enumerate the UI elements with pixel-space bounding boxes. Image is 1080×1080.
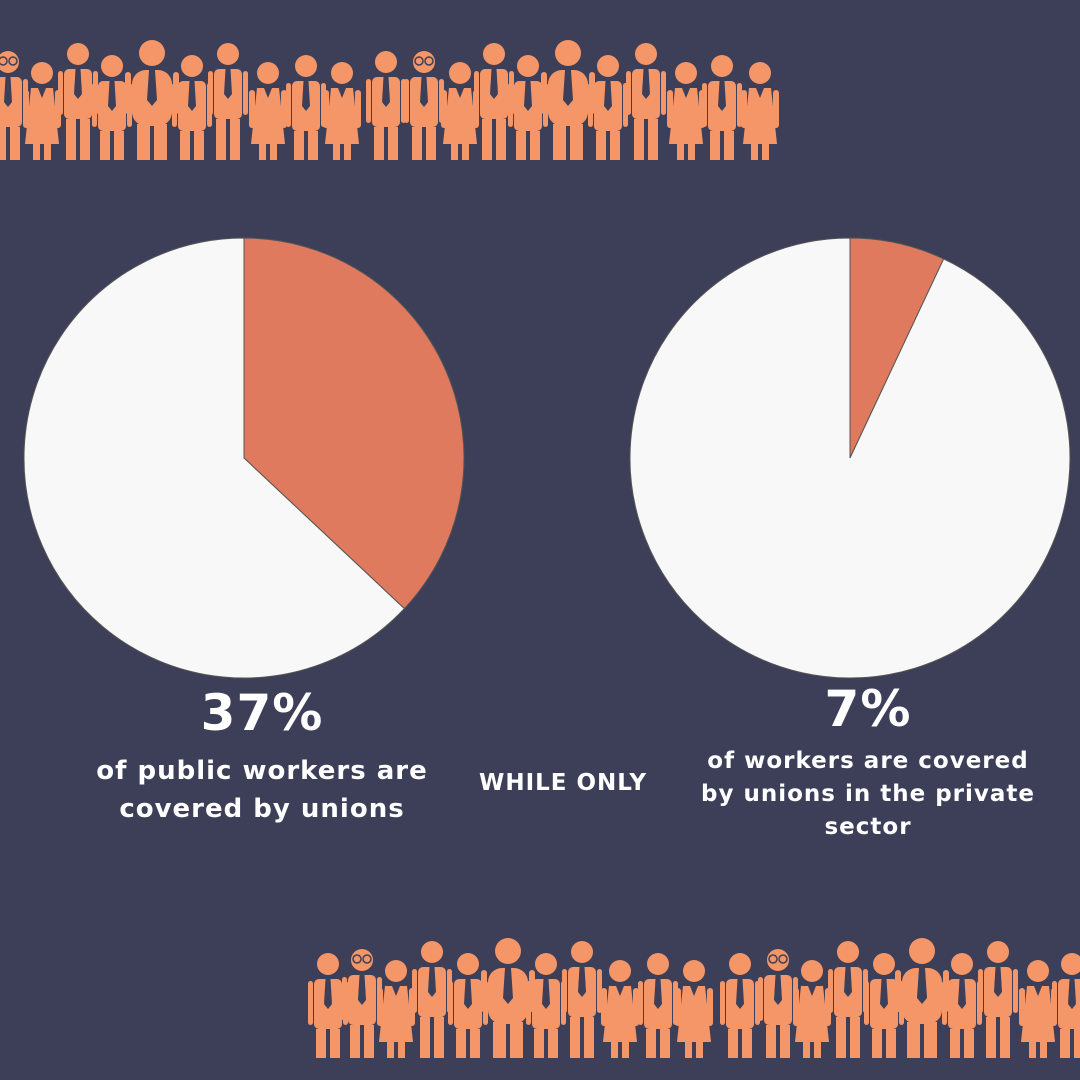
worker-figure-icon xyxy=(377,960,415,1058)
worker-figure-icon xyxy=(448,953,488,1058)
pie-0-slice-1 xyxy=(23,237,406,679)
worker-figure-icon xyxy=(323,62,361,160)
worker-figure-icon xyxy=(412,941,452,1058)
worker-figure-icon xyxy=(638,953,678,1058)
worker-figure-icon xyxy=(366,51,406,160)
worker-figure-icon xyxy=(481,938,535,1058)
worker-figure-icon xyxy=(172,55,212,160)
crowd-bottom-illustration xyxy=(308,938,1080,1058)
worker-figure-icon xyxy=(702,55,742,160)
worker-figure-icon xyxy=(1052,953,1080,1058)
private-percentage-label: 7% xyxy=(824,680,912,738)
worker-figure-icon xyxy=(526,953,566,1058)
worker-figure-icon xyxy=(208,43,248,160)
worker-figure-icon xyxy=(286,55,326,160)
public-caption: of public workers are covered by unions xyxy=(96,756,428,824)
worker-figure-icon xyxy=(828,941,868,1058)
worker-figure-icon xyxy=(23,62,61,160)
private-caption: of workers are covered by unions in the … xyxy=(700,748,1035,840)
worker-figure-icon xyxy=(441,62,479,160)
worker-figure-icon xyxy=(978,941,1018,1058)
worker-figure-icon xyxy=(541,40,595,160)
worker-figure-icon xyxy=(667,62,705,160)
pie-0-slice-0 xyxy=(243,237,465,610)
public-percentage-label: 37% xyxy=(200,684,324,742)
worker-figure-icon xyxy=(404,51,444,160)
worker-figure-icon xyxy=(125,40,179,160)
pie-1-slice-1 xyxy=(629,237,1071,679)
worker-figure-icon xyxy=(675,960,713,1058)
worker-figure-icon xyxy=(942,953,982,1058)
worker-figure-icon xyxy=(601,960,639,1058)
worker-figure-icon xyxy=(1019,960,1057,1058)
worker-figure-icon xyxy=(793,960,831,1058)
connector-text: WHILE ONLY xyxy=(478,770,648,796)
worker-figure-icon xyxy=(562,941,602,1058)
pie-chart-private xyxy=(629,237,1071,679)
worker-figure-icon xyxy=(741,62,779,160)
worker-figure-icon xyxy=(249,62,287,160)
worker-figure-icon xyxy=(626,43,666,160)
worker-figure-icon xyxy=(720,953,760,1058)
worker-figure-icon xyxy=(758,949,798,1058)
worker-figure-icon xyxy=(588,55,628,160)
worker-figure-icon xyxy=(342,949,382,1058)
worker-figure-icon xyxy=(895,938,949,1058)
crowd-top-illustration xyxy=(0,40,779,160)
pie-chart-public xyxy=(23,237,465,679)
